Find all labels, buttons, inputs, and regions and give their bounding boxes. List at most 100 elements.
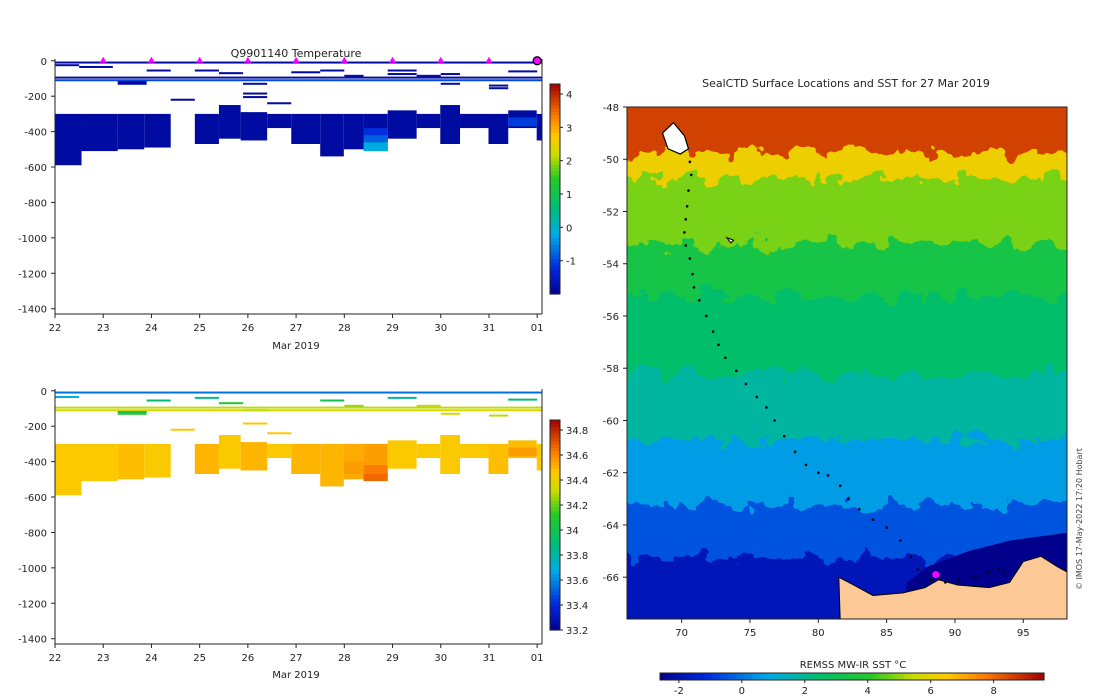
salinity-section-column — [117, 443, 145, 480]
sst-colorbar-segment — [1036, 673, 1041, 680]
track-point — [909, 555, 913, 558]
temperature-title: Q9901140 Temperature — [231, 47, 362, 60]
colorbar-segment — [550, 262, 560, 267]
sst-colorbar-segment — [820, 673, 825, 680]
temperature-section-surface-line — [117, 82, 147, 85]
temperature-section-surface-line — [79, 65, 113, 68]
track-point — [957, 578, 961, 582]
sst-colorbar-segment — [836, 673, 841, 680]
sst-colorbar-segment — [740, 673, 745, 680]
colorbar-segment — [550, 150, 560, 155]
temperature-section-surface-line — [440, 73, 461, 76]
colorbar-segment — [550, 616, 560, 621]
track-point — [997, 568, 1000, 571]
profile-marker — [485, 56, 493, 63]
sst-colorbar-segment — [808, 673, 813, 680]
colorbar-segment — [550, 196, 560, 201]
salinity-section-column — [387, 440, 417, 469]
salinity-section-surface-line — [320, 399, 345, 402]
colorbar-segment — [550, 112, 560, 117]
sst-colorbar-segment — [804, 673, 809, 680]
temperature-section-surface-line — [218, 72, 244, 75]
colorbar-segment — [550, 595, 560, 600]
x-tick-label: 28 — [338, 323, 351, 334]
colorbar-tick-label: 34.8 — [566, 426, 588, 437]
colorbar-segment — [550, 199, 560, 204]
sst-colorbar-segment — [860, 673, 865, 680]
colorbar-segment — [550, 560, 560, 565]
sst-colorbar-segment — [780, 673, 785, 680]
salinity-section-column — [416, 443, 441, 459]
x-tick-label: 27 — [290, 323, 303, 334]
temperature-section-surface-line — [243, 96, 268, 99]
y-tick-label: -600 — [24, 493, 47, 504]
colorbar-segment — [550, 245, 560, 250]
sst-colorbar-segment — [912, 673, 917, 680]
sst-colorbar-segment — [660, 673, 665, 680]
x-tick-label: 22 — [49, 323, 62, 334]
sst-colorbar-segment — [840, 673, 845, 680]
track-point — [755, 395, 759, 399]
lat-tick-label: -54 — [603, 260, 619, 271]
sst-colorbar-segment — [772, 673, 777, 680]
colorbar-tick-label: 34.4 — [566, 476, 588, 487]
sst-colorbar-tick-label: 4 — [865, 686, 871, 697]
colorbar-segment — [550, 248, 560, 253]
colorbar-segment — [550, 490, 560, 495]
colorbar-segment — [550, 437, 560, 442]
colorbar-segment — [550, 563, 560, 568]
temperature-section-patch — [508, 117, 537, 127]
colorbar-segment — [550, 528, 560, 533]
track-point — [871, 518, 875, 522]
sst-colorbar-frame — [659, 672, 1045, 681]
sst-colorbar-segment — [720, 673, 725, 680]
track-point — [898, 539, 902, 542]
temperature-section-surface-line — [440, 82, 461, 85]
colorbar-segment — [550, 287, 560, 292]
sst-colorbar-segment — [716, 673, 721, 680]
sst-colorbar-tick-label: 2 — [802, 686, 808, 697]
colorbar-segment — [550, 178, 560, 183]
sst-colorbar-segment — [1028, 673, 1033, 680]
sst-colorbar-segment — [828, 673, 833, 680]
temperature-section-surface-line — [243, 92, 268, 95]
colorbar-segment — [550, 259, 560, 264]
salinity-section-surface-line — [55, 395, 80, 398]
track-point — [765, 406, 768, 409]
x-tick-label: 31 — [483, 653, 496, 664]
colorbar-segment — [550, 255, 560, 260]
colorbar-segment — [550, 497, 560, 502]
temperature-section-surface-line — [291, 71, 321, 74]
colorbar-tick-label: 33.6 — [566, 576, 588, 587]
temperature-section-patch — [363, 135, 388, 143]
temperature-section-column — [55, 113, 82, 166]
sst-colorbar-segment — [700, 673, 705, 680]
sst-colorbar-segment — [756, 673, 761, 680]
y-tick-label: -1400 — [18, 635, 47, 646]
colorbar-segment — [550, 283, 560, 288]
temperature-section-surface-line — [320, 69, 345, 72]
colorbar-segment — [550, 119, 560, 124]
lon-tick-label: 85 — [880, 628, 893, 639]
temperature-section-patch — [363, 128, 388, 136]
temperature-section-column — [218, 105, 241, 139]
sst-colorbar-segment — [832, 673, 837, 680]
temperature-section-column — [117, 113, 145, 150]
colorbar-segment — [550, 556, 560, 561]
sst-colorbar-segment — [952, 673, 957, 680]
lat-tick-label: -48 — [603, 103, 619, 114]
colorbar-segment — [550, 511, 560, 516]
salinity-section-column — [440, 435, 461, 474]
lon-tick-label: 95 — [1017, 628, 1030, 639]
track-point — [698, 299, 701, 302]
colorbar-tick-label: 34.2 — [566, 501, 588, 512]
y-tick-label: 0 — [41, 387, 47, 398]
salinity-section-surface-line — [170, 428, 195, 431]
colorbar-segment — [550, 157, 560, 162]
colorbar-tick-label: 2 — [566, 157, 572, 168]
sst-colorbar-segment — [980, 673, 985, 680]
sst-colorbar-segment — [712, 673, 717, 680]
track-point — [688, 257, 692, 260]
colorbar-segment — [550, 472, 560, 477]
